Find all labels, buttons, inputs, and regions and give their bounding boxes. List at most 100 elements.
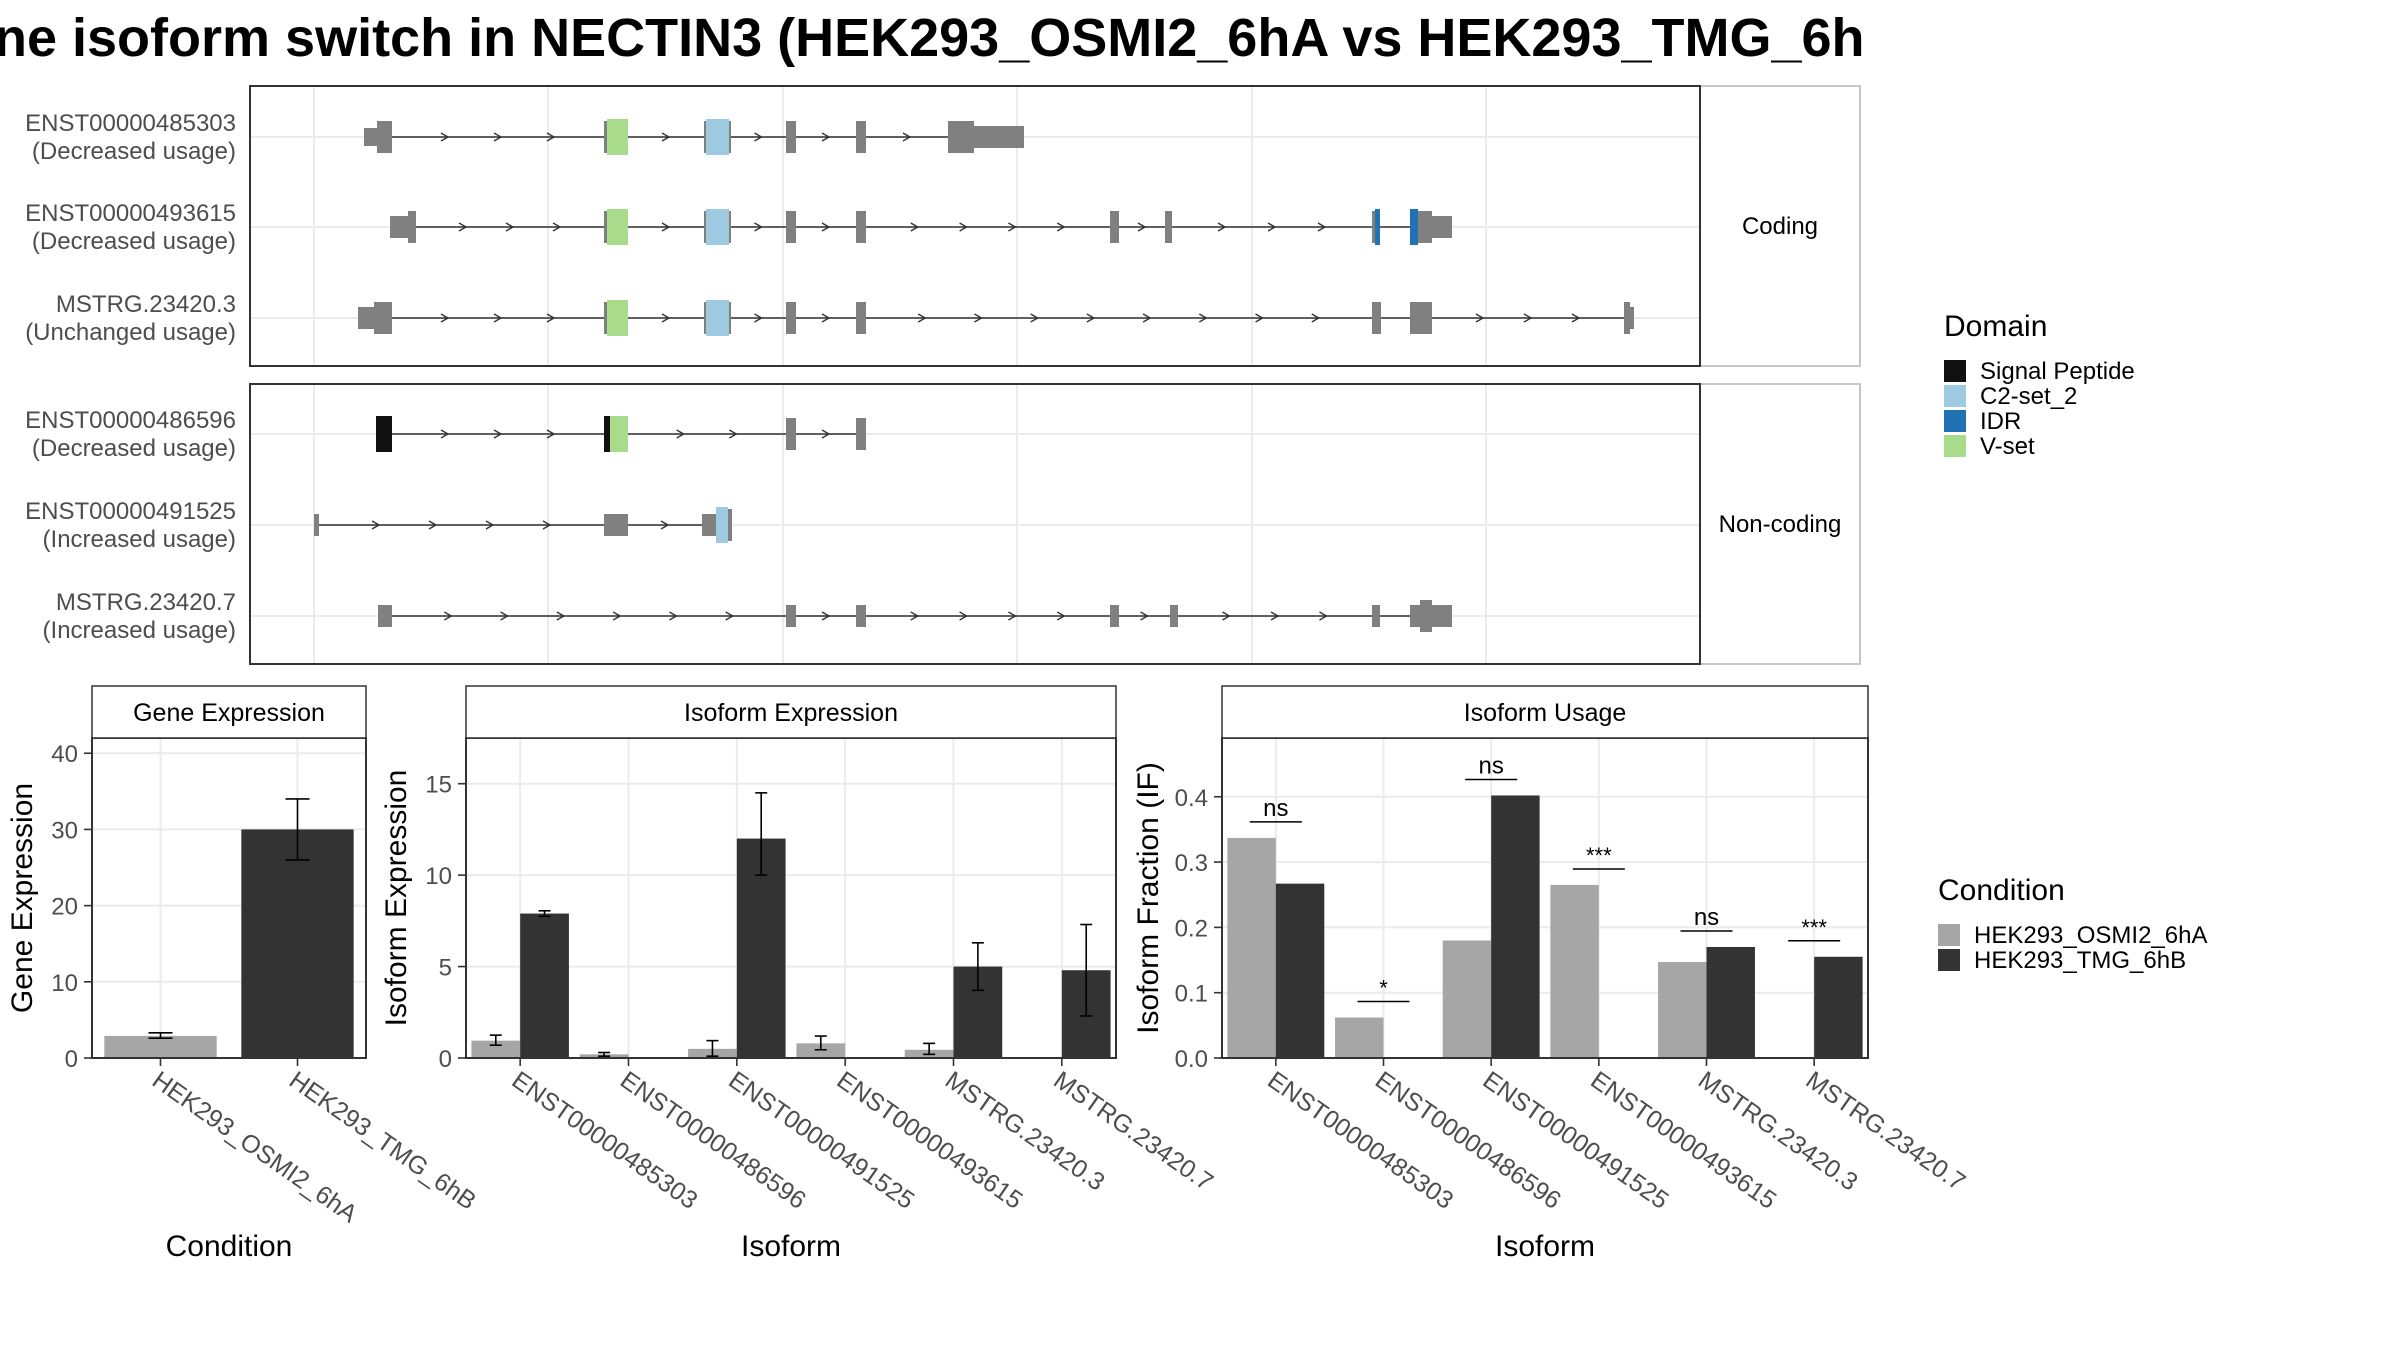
transcript-MSTRG.23420.3: MSTRG.23420.3(Unchanged usage) — [25, 291, 1634, 346]
significance-label: * — [1379, 976, 1388, 1001]
y-tick-label: 15 — [425, 772, 452, 799]
exon — [1170, 605, 1178, 627]
strand-arrow — [556, 611, 566, 621]
panel-title: Gene Expression — [133, 699, 325, 727]
y-tick-label: 0 — [439, 1046, 452, 1073]
transcript-MSTRG.23420.7: MSTRG.23420.7(Increased usage) — [43, 589, 1452, 644]
exon — [374, 302, 392, 334]
transcript-ENST00000485303: ENST00000485303(Decreased usage) — [25, 110, 1024, 165]
strand-arrow — [910, 222, 920, 232]
strand-arrow — [1222, 611, 1231, 621]
bar — [520, 913, 569, 1058]
y-axis-title: Isoform Fraction (IF) — [1132, 762, 1165, 1034]
bar — [1491, 795, 1540, 1058]
domain-V-set — [607, 119, 628, 155]
exon — [786, 121, 796, 153]
transcript-usage-label: (Decreased usage) — [32, 138, 236, 165]
legend-swatch — [1938, 949, 1960, 971]
legend-item-label: HEK293_OSMI2_6hA — [1974, 922, 2207, 949]
panel-strip — [91, 685, 367, 739]
domain-Signal Peptide — [604, 416, 610, 452]
panel-title: Isoform Usage — [1464, 699, 1627, 727]
exon — [1624, 302, 1630, 334]
strand-arrow — [821, 222, 831, 232]
domain-C2-set_2 — [706, 209, 729, 245]
strand-arrow — [1008, 222, 1017, 232]
strand-arrow — [959, 611, 969, 621]
x-axis-title: Isoform — [741, 1230, 841, 1263]
domain-V-set — [607, 209, 628, 245]
exon — [1420, 600, 1432, 632]
domain-C2-set_2 — [716, 507, 728, 543]
y-tick-label: 40 — [51, 741, 78, 768]
strand-arrow — [371, 520, 381, 530]
bar — [241, 829, 354, 1058]
exon — [1165, 211, 1172, 243]
strand-arrow — [754, 313, 763, 323]
significance-label: ns — [1263, 795, 1288, 822]
transcript-name-label: ENST00000493615 — [25, 200, 236, 227]
domain-Signal Peptide — [376, 416, 392, 452]
transcript-usage-label: (Decreased usage) — [32, 228, 236, 255]
structure-facet: Coding — [250, 85, 1861, 367]
legend-title: Condition — [1938, 874, 2065, 907]
exon — [1110, 605, 1119, 627]
y-tick-label: 0.2 — [1175, 915, 1208, 942]
exon — [786, 302, 796, 334]
bar — [104, 1035, 217, 1058]
strand-arrow — [493, 132, 503, 142]
bar-panel-2: Isoform Expression051015ENST00000485303E… — [380, 685, 1218, 1263]
exon — [1630, 307, 1634, 329]
figure-title: ne isoform switch in NECTIN3 (HEK293_OSM… — [0, 8, 1865, 68]
strand-arrow — [1311, 313, 1321, 323]
y-tick-label: 5 — [439, 955, 452, 982]
strand-arrow — [1056, 611, 1066, 621]
y-tick-label: 0.3 — [1175, 850, 1208, 877]
exon — [1432, 216, 1452, 238]
y-tick-label: 0.4 — [1175, 785, 1208, 812]
transcript-usage-label: (Decreased usage) — [32, 435, 236, 462]
exon — [1372, 605, 1380, 627]
strand-arrow — [493, 313, 503, 323]
strand-arrow — [1140, 611, 1149, 621]
strand-arrow — [754, 132, 763, 142]
expression-bar-panels: Gene Expression010203040HEK293_OSMI2_6hA… — [6, 685, 1970, 1263]
strand-arrow — [821, 313, 831, 323]
panel-strip — [465, 685, 1117, 739]
domain-C2-set_2 — [706, 119, 729, 155]
transcript-name-label: ENST00000485303 — [25, 110, 236, 137]
x-tick-label: ENST00000485303 — [507, 1066, 703, 1215]
exon — [786, 418, 796, 450]
strand-arrow — [500, 611, 509, 621]
facet-strip — [1699, 383, 1861, 665]
transcript-name-label: ENST00000486596 — [25, 407, 236, 434]
x-tick-label: ENST00000491525 — [1478, 1066, 1674, 1215]
exon — [1110, 211, 1119, 243]
strand-arrow — [443, 611, 453, 621]
strand-arrow — [1056, 222, 1066, 232]
significance-label: ns — [1694, 904, 1719, 931]
strand-arrow — [428, 520, 438, 530]
strand-arrow — [440, 429, 450, 439]
bar — [796, 1043, 846, 1058]
strand-arrow — [440, 313, 450, 323]
transcript-name-label: ENST00000491525 — [25, 498, 236, 525]
strand-arrow — [1217, 222, 1227, 232]
strand-arrow — [1319, 611, 1328, 621]
exon — [948, 121, 974, 153]
strand-arrow — [493, 429, 503, 439]
exon — [604, 514, 628, 536]
y-tick-label: 0 — [65, 1046, 78, 1073]
legend-item-label: C2-set_2 — [1980, 383, 2077, 410]
legend-item-label: V-set — [1980, 433, 2035, 460]
strand-arrow — [910, 611, 920, 621]
transcript-usage-label: (Increased usage) — [43, 526, 236, 553]
legend-swatch — [1938, 924, 1960, 946]
exon — [856, 211, 866, 243]
transcript-name-label: MSTRG.23420.3 — [56, 291, 236, 318]
x-tick-label: ENST00000486596 — [615, 1066, 811, 1215]
x-axis-title: Isoform — [1495, 1230, 1595, 1263]
exon — [1432, 605, 1452, 627]
significance-label: ns — [1478, 752, 1503, 779]
